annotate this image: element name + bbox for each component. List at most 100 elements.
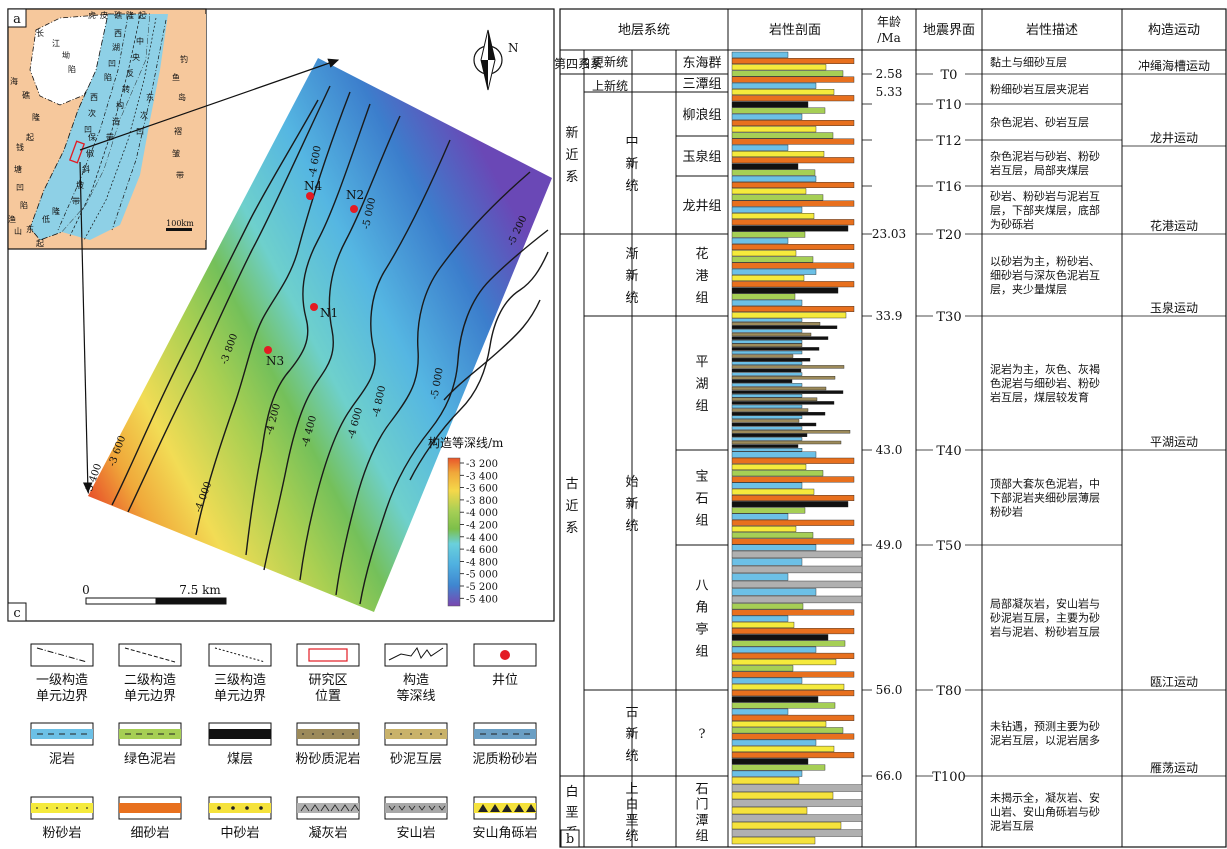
- inset-label: 钓: [180, 54, 188, 64]
- legend-item-medsand: 中砂岩: [208, 796, 272, 841]
- legend-label: 细砂岩: [130, 826, 169, 841]
- system-label: 古近系: [565, 477, 578, 536]
- inset-label: 东: [146, 92, 154, 102]
- age-label: 43.0: [876, 443, 903, 457]
- legend-label: 绿色泥岩: [124, 751, 176, 767]
- legend-label: 井位: [492, 673, 518, 688]
- series-label: 渐新统: [625, 247, 638, 306]
- inset-label: 西: [90, 93, 98, 102]
- lithology-column: [731, 51, 863, 845]
- inset-label: 隆: [32, 112, 40, 122]
- header-age-unit: /Ma: [877, 31, 900, 45]
- header-tect: 构造运动: [1148, 23, 1200, 38]
- formation-label: ?: [699, 727, 706, 742]
- inset-label: 陷: [20, 200, 28, 210]
- formation-label: 八角亭组: [695, 579, 708, 660]
- series-label: 古新统: [625, 705, 638, 764]
- legend-label: 中砂岩: [220, 826, 259, 841]
- legend-label: 构造: [403, 673, 429, 688]
- age-label: 5.33: [876, 85, 903, 99]
- depth-legend-value: -3 600: [466, 484, 498, 495]
- legend-item-siltymud: 粉砂质泥岩: [295, 722, 361, 767]
- legend-item-finesand: 细砂岩: [118, 796, 182, 841]
- depth-legend-value: -5 400: [466, 594, 498, 605]
- inset-label: 褶: [174, 126, 182, 136]
- formation-label: 宝石组: [695, 470, 708, 529]
- well-label: N4: [304, 179, 323, 193]
- inset-label: 凹: [136, 127, 144, 136]
- header-desc: 岩性描述: [1026, 23, 1078, 38]
- series-label: 中新统: [625, 135, 638, 194]
- inset-label: 江: [52, 39, 60, 48]
- formation-label: 龙井组: [682, 199, 721, 214]
- seismic-label: T80: [936, 684, 961, 699]
- inset-label: 中: [136, 36, 144, 46]
- legend-label: 二级构造: [124, 673, 176, 688]
- formation-label: 东海群: [682, 56, 721, 71]
- inset-label: 东: [26, 224, 34, 234]
- inset-label: 西: [114, 29, 122, 38]
- depth-legend-value: -5 200: [466, 582, 498, 593]
- inset-label: 塘: [14, 164, 22, 174]
- inset-label: 起: [138, 11, 146, 20]
- legend-item-contour: 构造等深线: [384, 643, 448, 704]
- inset-label: 礁: [114, 10, 122, 20]
- description-text: 粉细砂岩互层夹泥岩: [990, 82, 1089, 96]
- seismic-label: T10: [936, 98, 961, 113]
- depth-legend-value: -4 600: [466, 545, 498, 556]
- description-text: 局部凝灰岩，安山岩与砂泥岩互层，主要为砂岩与泥岩、粉砂岩互层: [990, 597, 1100, 639]
- legend-label: 粉砂岩: [42, 826, 81, 841]
- seismic-label: T20: [936, 228, 961, 243]
- header-strat: 地层系统: [618, 23, 670, 38]
- stratigraphic-column: [559, 8, 1227, 848]
- scale-value: 7.5 km: [179, 583, 221, 597]
- depth-legend-value: -3 200: [466, 459, 498, 470]
- legend-item-greenmud: 绿色泥岩: [118, 722, 182, 767]
- depth-legend-value: -4 000: [466, 508, 498, 519]
- inset-label: 皱: [172, 148, 180, 158]
- well-marker: [264, 346, 272, 354]
- inset-label: 带: [106, 133, 114, 142]
- header-litho: 岩性剖面: [769, 23, 821, 38]
- inset-label: 皮: [100, 10, 108, 20]
- legend-item-siltstone: 粉砂岩: [30, 796, 94, 841]
- well-label: N2: [346, 188, 364, 202]
- inset-label: 构: [116, 100, 124, 110]
- legend-item-mudsilt: 泥质粉砂岩: [472, 722, 538, 767]
- inset-label: 渔: [8, 214, 16, 224]
- inset-label: 凹: [84, 125, 92, 134]
- inset-label: 带: [176, 171, 184, 180]
- legend-label: 研究区: [308, 673, 347, 688]
- map-scale-bar: 0 7.5 km: [82, 583, 227, 605]
- depth-color-legend: 构造等深线/m -3 200-3 400 -3 600-3 800-4 000 -4…: [428, 435, 504, 607]
- depth-legend-value: -4 400: [466, 533, 498, 544]
- legend-label: 煤层: [227, 752, 253, 767]
- inset-label: 斜: [82, 164, 90, 174]
- well-marker: [310, 303, 318, 311]
- north-label: N: [508, 41, 519, 55]
- legend-label: 粉砂质泥岩: [295, 752, 360, 767]
- inset-map: 100km 虎皮礁隆起长江坳陷海礁隆起钱塘凹陷渔山 东低隆起钓鱼岛褶皱带西湖凹陷中…: [7, 8, 207, 250]
- inset-label: 隆: [126, 10, 134, 20]
- description-text: 砂岩、粉砂岩与泥岩互层，下部夹煤层，底部为砂砾岩: [990, 189, 1100, 231]
- formation-label: 花港组: [695, 246, 708, 306]
- inset-label: 钱: [16, 142, 24, 152]
- inset-label: 岛: [178, 92, 186, 102]
- legend-label: 砂泥互层: [390, 752, 442, 767]
- age-label: 49.0: [876, 538, 903, 552]
- series-label: 更新统: [592, 54, 628, 69]
- legend-label-2: 单元边界: [36, 689, 88, 704]
- formation-label: 柳浪组: [682, 108, 721, 123]
- inset-label: 带: [72, 197, 80, 206]
- seismic-label: T40: [936, 444, 961, 459]
- seismic-label: T30: [936, 310, 961, 325]
- inset-scale-label: 100km: [166, 219, 194, 228]
- legend-label: 三级构造: [214, 673, 266, 688]
- inset-label: 鱼: [172, 72, 180, 82]
- contour-label: -5 000: [429, 367, 445, 400]
- legend-label-2: 单元边界: [214, 689, 266, 704]
